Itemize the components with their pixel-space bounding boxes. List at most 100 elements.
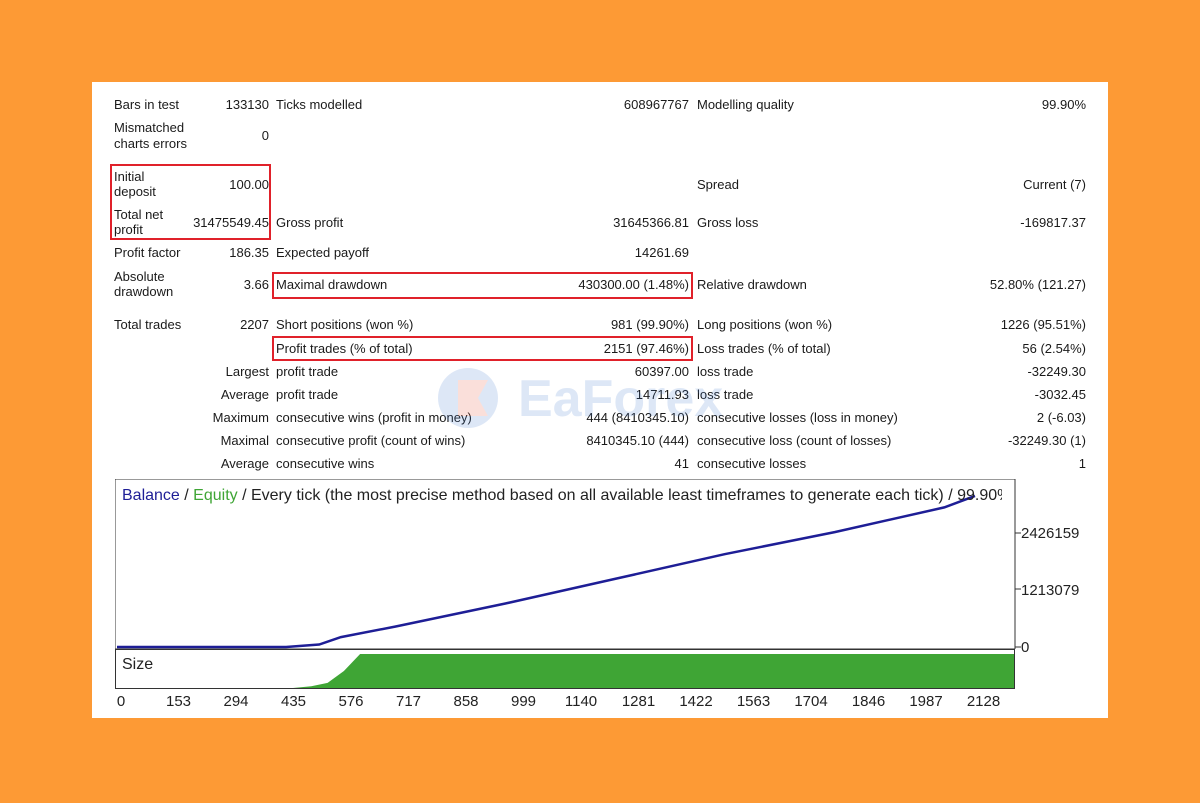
- highlight-profit-trades: [272, 336, 693, 361]
- size-panel: Size: [115, 649, 1015, 689]
- y-tick-label-zero: 0: [1021, 639, 1030, 656]
- bars-in-test-value: 133130: [225, 97, 269, 112]
- largest-profit-trade-label: profit trade: [276, 364, 339, 379]
- ticks-modelled-value: 608967767: [623, 97, 689, 112]
- balance-graph: [115, 479, 1021, 649]
- x-tick-label: 1140: [564, 693, 598, 710]
- avg-consecutive-losses-label: consecutive losses: [697, 456, 807, 471]
- profit-trades-value: 2151 (97.46%): [603, 341, 689, 356]
- maximal-consecutive-profit-label: consecutive profit (count of wins): [276, 433, 466, 448]
- ticks-modelled-label: Ticks modelled: [276, 97, 363, 112]
- spread-label: Spread: [697, 177, 739, 192]
- absolute-drawdown-label-line2: drawdown: [114, 284, 174, 299]
- max-consecutive-losses-value: 2 (-6.03): [1036, 410, 1086, 425]
- maximal-label: Maximal: [220, 433, 269, 448]
- x-tick-label: 435: [280, 693, 307, 710]
- total-net-profit-label-line2: profit: [114, 222, 143, 237]
- total-trades-label: Total trades: [114, 317, 182, 332]
- profit-factor-value: 186.35: [229, 245, 269, 260]
- maximal-drawdown-label: Maximal drawdown: [276, 277, 388, 292]
- mismatched-label-line1: Mismatched: [114, 120, 185, 135]
- graph-title-balance: Balance: [122, 487, 180, 504]
- max-consecutive-wins-value: 444 (8410345.10): [586, 410, 689, 425]
- x-tick-label: 2128: [966, 693, 1001, 710]
- expected-payoff-value: 14261.69: [634, 245, 689, 260]
- size-chart: [116, 654, 1014, 688]
- short-positions-value: 981 (99.90%): [610, 317, 689, 332]
- absolute-drawdown-value: 3.66: [243, 277, 269, 292]
- graph-title-sep: /: [179, 487, 194, 504]
- initial-deposit-label-line2: deposit: [114, 184, 156, 199]
- size-label: Size: [122, 656, 154, 673]
- mismatched-value: 0: [261, 128, 269, 143]
- watermark-text: EaForex: [518, 370, 723, 428]
- x-tick-label: 0: [116, 693, 126, 710]
- largest-loss-trade-label: loss trade: [697, 364, 754, 379]
- gross-profit-label: Gross profit: [276, 215, 344, 230]
- average-label: Average: [220, 387, 269, 402]
- x-tick-label: 1846: [851, 693, 886, 710]
- maximal-consecutive-profit-value: 8410345.10 (444): [586, 433, 689, 448]
- relative-drawdown-label: Relative drawdown: [697, 277, 807, 292]
- modelling-quality-value: 99.90%: [1041, 97, 1086, 112]
- absolute-drawdown-label-line1: Absolute: [114, 269, 165, 284]
- spread-value: Current (7): [1023, 177, 1086, 192]
- y-tick-label-mid: 1213079: [1021, 582, 1080, 599]
- short-positions-label: Short positions (won %): [276, 317, 414, 332]
- balance-series-line: [117, 494, 976, 649]
- long-positions-value: 1226 (95.51%): [1000, 317, 1086, 332]
- eaforex-watermark-logo: EaForex: [438, 368, 723, 428]
- long-positions-label: Long positions (won %): [697, 317, 833, 332]
- graph-title-rest: / Every tick (the most precise method ba…: [237, 487, 1002, 504]
- mismatched-label-line2: charts errors: [114, 136, 187, 151]
- avg-consecutive-wins-label: consecutive wins: [276, 456, 375, 471]
- x-tick-label: 153: [165, 693, 192, 710]
- x-tick-label: 576: [338, 693, 364, 710]
- loss-trades-label: Loss trades (% of total): [697, 341, 831, 356]
- maximal-drawdown-value: 430300.00 (1.48%): [578, 277, 689, 292]
- x-tick-label: 294: [223, 693, 249, 710]
- x-tick-label: 1704: [794, 693, 828, 710]
- gross-profit-value: 31645366.81: [613, 215, 689, 230]
- x-tick-label: 999: [510, 693, 537, 710]
- average-profit-trade-label: profit trade: [276, 387, 339, 402]
- largest-loss-trade-value: -32249.30: [1027, 364, 1086, 379]
- graph-plot-frame: [115, 479, 1016, 649]
- profit-trades-label: Profit trades (% of total): [276, 341, 413, 356]
- y-tick-label-high: 2426159: [1021, 525, 1080, 542]
- average-profit-trade-value: 14711.93: [635, 387, 689, 402]
- relative-drawdown-value: 52.80% (121.27): [989, 277, 1086, 292]
- modelling-quality-label: Modelling quality: [697, 97, 794, 112]
- x-tick-label: 1281: [621, 693, 656, 710]
- average-loss-trade-label: loss trade: [697, 387, 754, 402]
- watermark-circle: [438, 368, 498, 428]
- size-series-area: [116, 654, 1014, 688]
- bars-in-test-label: Bars in test: [114, 97, 180, 112]
- max-consecutive-wins-label: consecutive wins (profit in money): [276, 410, 472, 425]
- watermark-mark: [458, 380, 488, 416]
- x-tick-label: 858: [453, 693, 479, 710]
- loss-trades-value: 56 (2.54%): [1022, 341, 1086, 356]
- highlight-initial-deposit: [110, 164, 271, 240]
- total-net-profit-value: 31475549.45: [193, 215, 269, 230]
- profit-factor-label: Profit factor: [114, 245, 181, 260]
- x-tick-label: 1563: [736, 693, 771, 710]
- largest-profit-trade-value: 60397.00: [634, 364, 689, 379]
- graph-title: Balance / Equity / Every tick (the most …: [122, 486, 1002, 506]
- expected-payoff-label: Expected payoff: [276, 245, 369, 260]
- max-consecutive-losses-label: consecutive losses (loss in money): [697, 410, 898, 425]
- total-net-profit-label-line1: Total net: [114, 207, 164, 222]
- x-tick-label: 1987: [909, 693, 943, 710]
- gross-loss-label: Gross loss: [697, 215, 759, 230]
- highlight-maximal-drawdown: [272, 272, 693, 299]
- avg-consecutive-wins-value: 41: [674, 456, 689, 471]
- largest-label: Largest: [225, 364, 269, 379]
- maximum-label: Maximum: [212, 410, 269, 425]
- maximal-consecutive-loss-label: consecutive loss (count of losses): [697, 433, 892, 448]
- gross-loss-value: -169817.37: [1020, 215, 1086, 230]
- total-trades-value: 2207: [240, 317, 269, 332]
- x-tick-label: 1422: [679, 693, 713, 710]
- graph-title-equity: Equity: [193, 487, 238, 504]
- maximal-consecutive-loss-value: -32249.30 (1): [1007, 433, 1086, 448]
- x-tick-label: 717: [395, 693, 422, 710]
